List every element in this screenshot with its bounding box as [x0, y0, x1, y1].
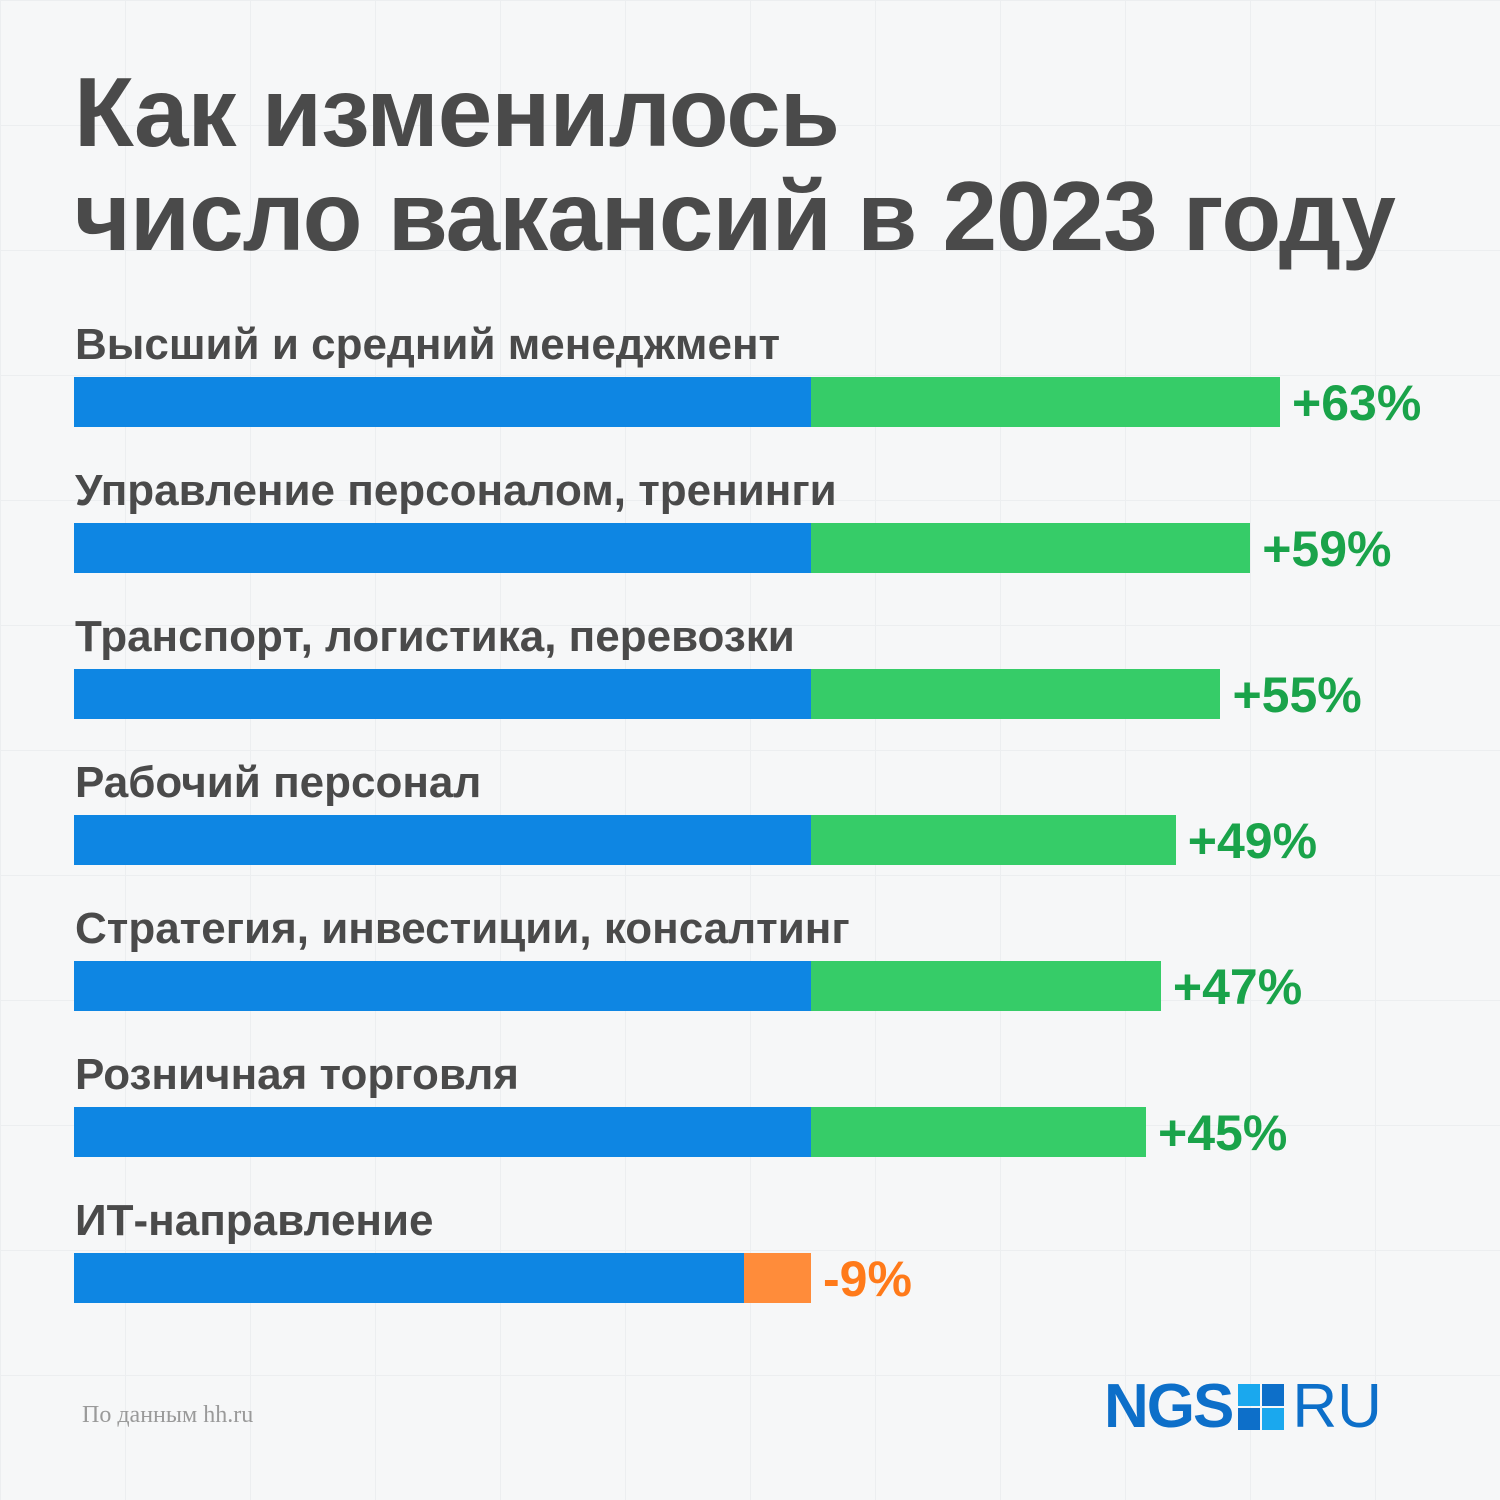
bar-increase [811, 523, 1251, 573]
value-label: +49% [1187, 813, 1318, 869]
value-label: +45% [1158, 1105, 1288, 1161]
source-note: По данным hh.ru [82, 1402, 254, 1428]
bar-increase [811, 815, 1176, 865]
value-label: +55% [1232, 667, 1362, 723]
title-line-2: число вакансий в 2023 году [74, 161, 1396, 271]
bar-increase [811, 377, 1280, 427]
bar-decrease [744, 1253, 811, 1303]
category-label: Высший и средний менеджмент [75, 320, 781, 369]
category-label: Розничная торговля [75, 1050, 519, 1099]
bar-base [74, 669, 811, 719]
chart-title: Как изменилось число вакансий в 2023 год… [74, 60, 1474, 268]
bar-base [74, 961, 811, 1011]
category-label: Стратегия, инвестиции, консалтинг [75, 904, 850, 953]
category-label: Транспорт, логистика, перевозки [75, 612, 795, 661]
ngs-logo: NGS RU [1104, 1372, 1382, 1441]
bar-increase [811, 961, 1161, 1011]
bar-increase [811, 669, 1221, 719]
bar-increase [811, 1107, 1146, 1157]
bar-base [74, 1253, 744, 1303]
value-label: +63% [1292, 375, 1422, 431]
category-label: Рабочий персонал [75, 758, 482, 807]
logo-squares-icon [1238, 1384, 1285, 1430]
bar-base [74, 815, 811, 865]
bar-base [74, 377, 811, 427]
bar-base [74, 1107, 811, 1157]
value-label: +47% [1172, 959, 1303, 1015]
logo-text-left: NGS [1104, 1372, 1234, 1441]
category-label: ИТ-направление [75, 1196, 434, 1245]
value-label: +59% [1262, 521, 1392, 577]
value-label: -9% [823, 1251, 912, 1307]
bar-base [74, 523, 811, 573]
title-line-1: Как изменилось [74, 57, 840, 167]
category-label: Управление персоналом, тренинги [75, 466, 837, 515]
logo-text-right: RU [1292, 1372, 1382, 1441]
